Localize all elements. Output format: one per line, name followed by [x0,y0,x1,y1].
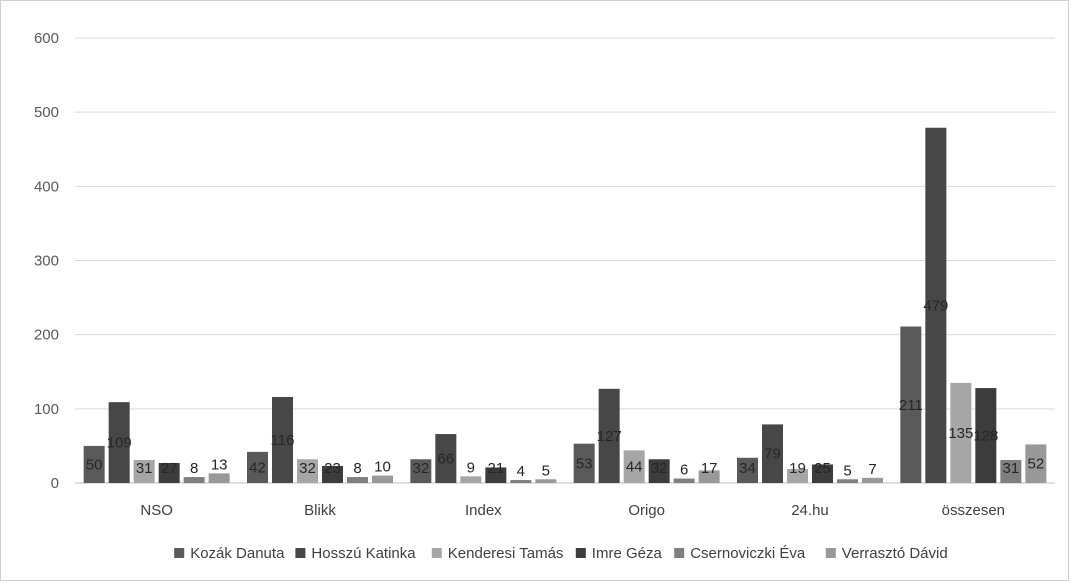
bar [925,127,947,483]
bar [247,451,268,483]
data-label: 53 [576,455,593,472]
bar [737,457,758,483]
x-tick-label: Origo [628,502,665,519]
bar [698,470,720,483]
bar [372,475,393,483]
legend-label: Hosszú Katinka [311,545,416,562]
legend-swatch [174,548,185,558]
legend-label: Kozák Danuta [190,545,285,562]
data-label: 25 [814,460,831,477]
data-label: 8 [353,460,361,477]
legend-swatch [674,548,685,558]
bar [158,462,180,483]
bar [762,424,783,483]
bar [485,467,507,483]
bar [208,473,230,483]
data-label: 8 [190,460,198,477]
legend-label: Imre Géza [592,545,663,562]
data-label: 135 [948,425,973,442]
data-label: 32 [651,460,668,477]
x-tick-label: 24.hu [791,502,829,519]
data-label: 5 [843,462,851,479]
bar [410,459,432,483]
y-tick-label: 200 [34,327,59,344]
bar [950,382,972,483]
legend-label: Kenderesi Tamás [448,545,564,562]
bar [435,434,457,483]
data-label: 9 [467,459,475,476]
bar [272,396,293,483]
bar [535,479,557,483]
data-label: 44 [626,459,643,476]
bar [1000,460,1022,483]
data-label: 66 [437,451,454,468]
y-tick-label: 400 [34,178,59,195]
bar [108,402,130,483]
bar [573,443,595,483]
data-label: 32 [412,460,429,477]
y-tick-label: 300 [34,253,59,270]
data-label: 10 [374,459,391,476]
data-label: 109 [107,435,132,452]
x-tick-label: összesen [942,502,1005,519]
y-tick-label: 100 [34,401,59,418]
data-label: 32 [299,460,316,477]
bar [510,480,532,483]
bar [347,477,368,483]
legend-swatch [825,548,836,558]
bar [673,478,695,483]
data-label: 127 [597,428,622,445]
data-label: 19 [789,460,806,477]
legend-swatch [295,548,306,558]
data-label: 5 [542,462,550,479]
data-label: 34 [739,460,756,477]
x-tick-label: Index [465,502,502,519]
data-label: 7 [868,461,876,478]
legend-label: Csernoviczki Éva [690,545,806,562]
bar [975,388,997,483]
data-label: 21 [487,460,504,477]
bar [83,445,105,483]
bar [787,468,808,483]
data-label: 31 [1002,460,1019,477]
bar [322,465,343,483]
data-label: 17 [701,460,718,477]
data-label: 116 [271,432,295,449]
y-tick-label: 500 [34,104,59,121]
data-label: 27 [161,460,178,477]
data-label: 479 [923,297,948,314]
y-tick-label: 600 [34,30,59,47]
y-tick-label: 0 [51,475,59,492]
bar [297,459,318,483]
data-label: 23 [324,460,341,477]
data-label: 128 [973,428,998,445]
bar [900,326,922,483]
bar [862,477,883,483]
data-label: 31 [136,460,153,477]
legend-swatch [431,548,442,558]
bar [623,450,645,483]
x-tick-label: Blikk [304,502,336,519]
data-label: 211 [899,397,923,414]
bar [648,459,670,483]
bar [598,388,620,483]
data-label: 52 [1027,456,1044,473]
bar [1025,444,1047,483]
legend-swatch [575,548,586,558]
data-label: 79 [764,446,781,463]
bar [183,477,205,483]
bar [812,464,833,483]
bar [837,479,858,483]
data-label: 4 [517,463,525,480]
data-label: 42 [249,459,266,476]
data-label: 50 [86,456,103,473]
data-label: 13 [211,456,228,473]
bar [133,460,155,483]
x-tick-label: NSO [140,502,173,519]
legend-label: Verrasztó Dávid [842,545,948,562]
bar [460,476,482,483]
data-label: 6 [680,462,688,479]
